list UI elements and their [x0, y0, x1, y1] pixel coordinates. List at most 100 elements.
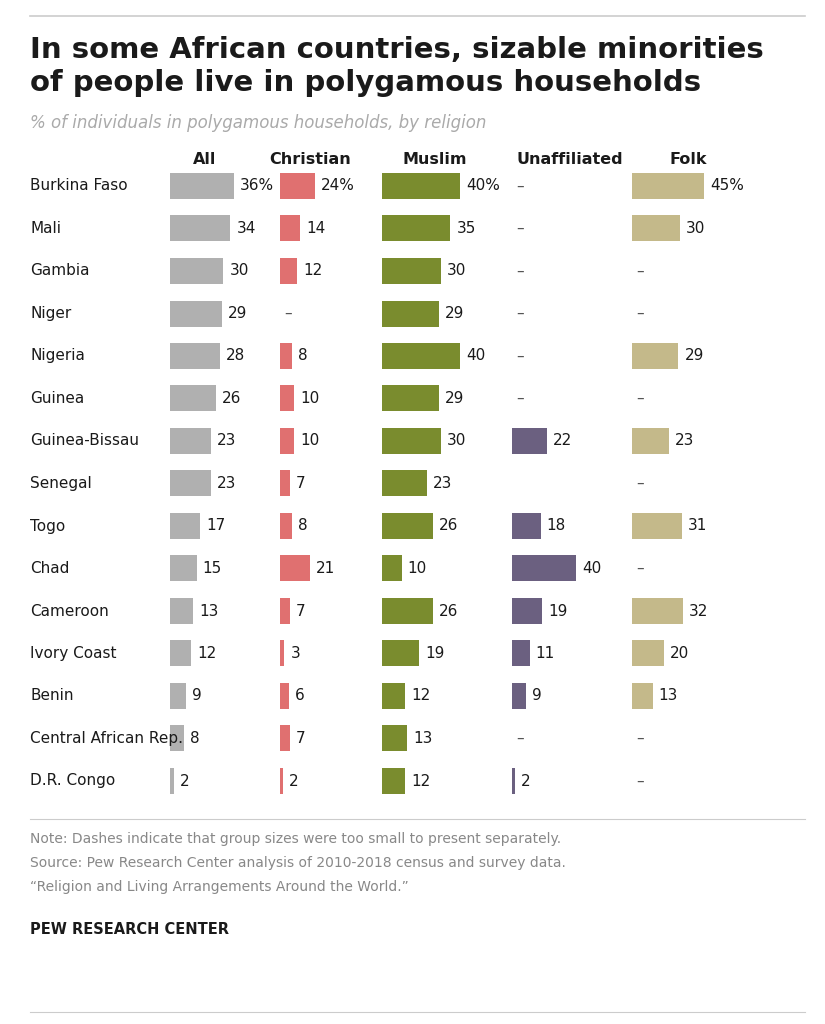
Text: 29: 29 [228, 306, 247, 321]
Bar [280, 385, 295, 412]
Text: “Religion and Living Arrangements Around the World.”: “Religion and Living Arrangements Around… [30, 881, 408, 895]
Text: –: – [516, 178, 524, 194]
Bar [170, 513, 200, 539]
Text: 23: 23 [675, 433, 694, 449]
Text: 34: 34 [237, 221, 256, 236]
Text: 8: 8 [298, 348, 307, 364]
Bar [382, 343, 460, 369]
Text: 23: 23 [217, 476, 236, 490]
Text: 17: 17 [206, 518, 225, 534]
Bar [170, 173, 234, 199]
Bar [280, 513, 291, 539]
Text: 24%: 24% [321, 178, 355, 194]
Bar [170, 598, 193, 624]
Bar [632, 215, 680, 242]
Text: 19: 19 [549, 603, 568, 618]
Bar [382, 598, 433, 624]
Bar [170, 343, 219, 369]
Bar [280, 725, 290, 752]
Text: 6: 6 [295, 688, 304, 703]
Text: 10: 10 [300, 391, 320, 406]
Bar [170, 725, 184, 752]
Text: 12: 12 [412, 688, 431, 703]
Text: –: – [516, 221, 524, 236]
Text: Note: Dashes indicate that group sizes were too small to present separately.: Note: Dashes indicate that group sizes w… [30, 833, 561, 847]
Text: Chad: Chad [30, 561, 69, 575]
Bar [632, 173, 704, 199]
Bar [382, 470, 427, 497]
Text: % of individuals in polygamous households, by religion: % of individuals in polygamous household… [30, 114, 487, 132]
Text: Senegal: Senegal [30, 476, 92, 490]
Text: 10: 10 [300, 433, 320, 449]
Bar [632, 513, 681, 539]
Text: 8: 8 [298, 518, 307, 534]
Text: Source: Pew Research Center analysis of 2010-2018 census and survey data.: Source: Pew Research Center analysis of … [30, 856, 566, 870]
Text: 3: 3 [290, 646, 300, 662]
Text: 31: 31 [687, 518, 707, 534]
Text: 26: 26 [439, 518, 458, 534]
Text: 40%: 40% [466, 178, 500, 194]
Text: Ivory Coast: Ivory Coast [30, 646, 116, 662]
Bar [632, 343, 678, 369]
Bar [280, 215, 300, 242]
Text: –: – [636, 561, 644, 575]
Text: 35: 35 [456, 221, 476, 236]
Text: 30: 30 [229, 263, 248, 279]
Text: 29: 29 [445, 391, 464, 406]
Bar [170, 258, 224, 284]
Bar [632, 598, 683, 624]
Text: 19: 19 [425, 646, 445, 662]
Text: Togo: Togo [30, 518, 65, 534]
Text: All: All [193, 152, 217, 167]
Text: Mali: Mali [30, 221, 61, 236]
Text: 9: 9 [532, 688, 542, 703]
Bar [382, 428, 441, 454]
Bar [280, 173, 314, 199]
Bar [280, 598, 290, 624]
Text: PEW RESEARCH CENTER: PEW RESEARCH CENTER [30, 923, 229, 938]
Bar [170, 385, 216, 412]
Text: –: – [516, 263, 524, 279]
Text: 40: 40 [582, 561, 601, 575]
Text: 26: 26 [439, 603, 458, 618]
Text: 21: 21 [316, 561, 336, 575]
Text: 45%: 45% [710, 178, 744, 194]
Text: 23: 23 [217, 433, 236, 449]
Bar [512, 598, 542, 624]
Text: Nigeria: Nigeria [30, 348, 85, 364]
Text: 2: 2 [180, 773, 189, 788]
Text: 20: 20 [670, 646, 689, 662]
Bar [382, 768, 405, 794]
Text: 13: 13 [413, 731, 433, 746]
Bar [632, 428, 669, 454]
Text: –: – [516, 731, 524, 746]
Text: 40: 40 [466, 348, 485, 364]
Bar [382, 173, 460, 199]
Text: –: – [636, 391, 644, 406]
Text: 12: 12 [197, 646, 217, 662]
Text: Benin: Benin [30, 688, 73, 703]
Text: –: – [284, 306, 291, 321]
Text: –: – [516, 348, 524, 364]
Bar [170, 470, 211, 497]
Bar [280, 768, 283, 794]
Text: 32: 32 [689, 603, 709, 618]
Text: In some African countries, sizable minorities
of people live in polygamous house: In some African countries, sizable minor… [30, 36, 764, 97]
Text: 11: 11 [535, 646, 555, 662]
Text: 18: 18 [547, 518, 566, 534]
Bar [632, 683, 653, 709]
Text: Christian: Christian [269, 152, 351, 167]
Text: 12: 12 [412, 773, 431, 788]
Bar [382, 683, 405, 709]
Text: 14: 14 [306, 221, 326, 236]
Bar [512, 683, 526, 709]
Text: –: – [636, 476, 644, 490]
Bar [280, 555, 310, 582]
Bar [512, 640, 530, 667]
Bar [382, 385, 439, 412]
Bar [382, 300, 439, 327]
Bar [512, 428, 547, 454]
Text: Cameroon: Cameroon [30, 603, 109, 618]
Bar [280, 640, 285, 667]
Text: 7: 7 [296, 731, 306, 746]
